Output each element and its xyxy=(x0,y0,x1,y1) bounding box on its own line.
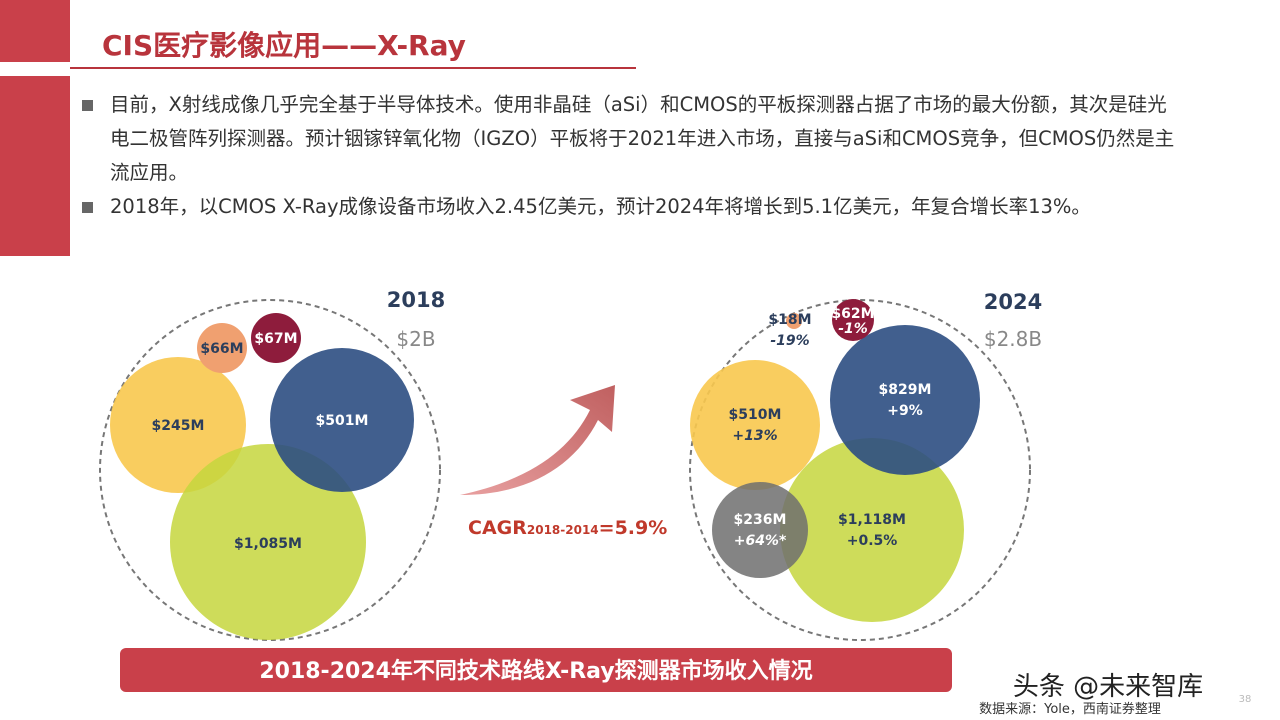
total: $2.8B xyxy=(984,327,1042,351)
total: $2B xyxy=(396,327,435,351)
bubble xyxy=(786,313,802,329)
side-bar xyxy=(0,0,70,62)
bubble-label: $66M xyxy=(200,341,243,357)
bullet: 2018年，以CMOS X-Ray成像设备市场收入2.45亿美元，预计2024年… xyxy=(82,190,1177,224)
cagr-value: =5.9% xyxy=(599,517,668,539)
bubble xyxy=(832,299,874,341)
outline xyxy=(689,299,1031,641)
cagr: CAGR2018-2014=5.9% xyxy=(468,517,667,539)
bubble-change: +13% xyxy=(732,428,777,444)
bubble-change: -19% xyxy=(770,333,809,349)
bubble xyxy=(780,438,964,622)
bubble-label: $510M xyxy=(729,407,782,423)
bubble-label: $829M xyxy=(879,382,932,398)
outline xyxy=(99,299,441,641)
bubble-change: +0.5% xyxy=(847,533,898,549)
bullet-list: 目前，X射线成像几乎完全基于半导体技术。使用非晶硅（aSi）和CMOS的平板探测… xyxy=(82,88,1177,224)
caption: 2018-2024年不同技术路线X-Ray探测器市场收入情况 xyxy=(259,658,812,684)
page-number: 38 xyxy=(1239,694,1252,705)
year: 2018 xyxy=(387,288,445,312)
bubble xyxy=(110,357,246,493)
cagr-label: CAGR xyxy=(468,517,527,539)
source: 数据来源：Yole，西南证券整理 xyxy=(979,701,1161,717)
bullet: 目前，X射线成像几乎完全基于半导体技术。使用非晶硅（aSi）和CMOS的平板探测… xyxy=(82,88,1177,190)
bubble xyxy=(170,444,366,640)
bubble xyxy=(690,360,820,490)
bubble xyxy=(712,482,808,578)
cagr-sub: 2018-2014 xyxy=(527,523,599,537)
bubble-label: $1,085M xyxy=(234,536,302,552)
bubble-change: +9% xyxy=(887,403,923,419)
bubble-label: $245M xyxy=(152,418,205,434)
bubble-label: $18M xyxy=(768,312,811,328)
side-bar xyxy=(0,76,70,256)
caption-banner xyxy=(120,648,952,692)
title-rule xyxy=(70,67,636,69)
bubble-label: $1,118M xyxy=(838,512,906,528)
bubble-label: $501M xyxy=(316,413,369,429)
year: 2024 xyxy=(984,290,1042,314)
bubble-change: +64%* xyxy=(734,533,787,549)
bubble xyxy=(197,323,247,373)
bubble-change: -1% xyxy=(838,321,868,337)
arrow xyxy=(460,385,615,495)
watermark: 头条 @未来智库 xyxy=(1013,672,1203,702)
bubble-label: $62M xyxy=(831,306,874,322)
bubble-label: $67M xyxy=(254,331,297,347)
title: CIS医疗影像应用——X-Ray xyxy=(102,29,466,62)
bubble xyxy=(270,348,414,492)
bubble xyxy=(251,313,301,363)
bubble xyxy=(830,325,980,475)
bubble-label: $236M xyxy=(734,512,787,528)
